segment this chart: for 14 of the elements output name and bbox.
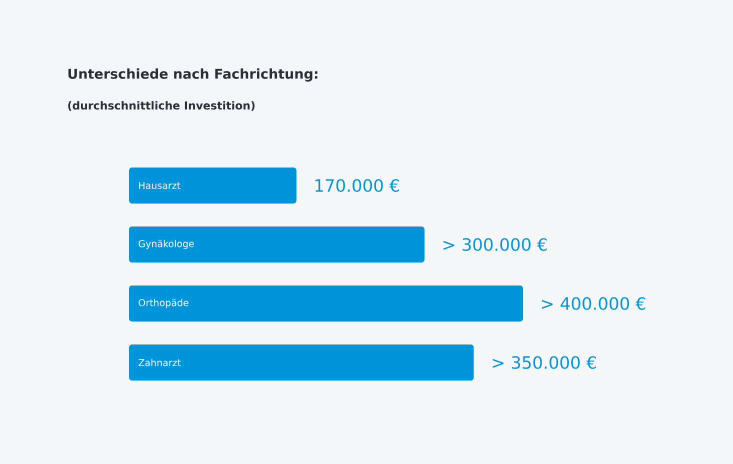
data-label: > 350.000 € [492,356,596,369]
bar [129,168,296,204]
bar [129,286,524,322]
bar [129,344,474,381]
chart-subtitle: (durchschnittliche Investition) [68,101,255,111]
y-tick-label: Gynäkologe [138,240,194,250]
y-tick-label: Orthopäde [138,298,188,308]
y-tick-label: Hausarzt [139,182,180,190]
data-label: > 300.000 € [444,238,547,251]
bar [129,226,425,263]
data-label: 170.000 € [316,179,400,192]
data-label: > 400.000 € [542,297,646,310]
y-tick-label: Zahnarzt [138,358,181,366]
chart-title: Unterschiede nach Fachrichtung: [68,68,318,82]
